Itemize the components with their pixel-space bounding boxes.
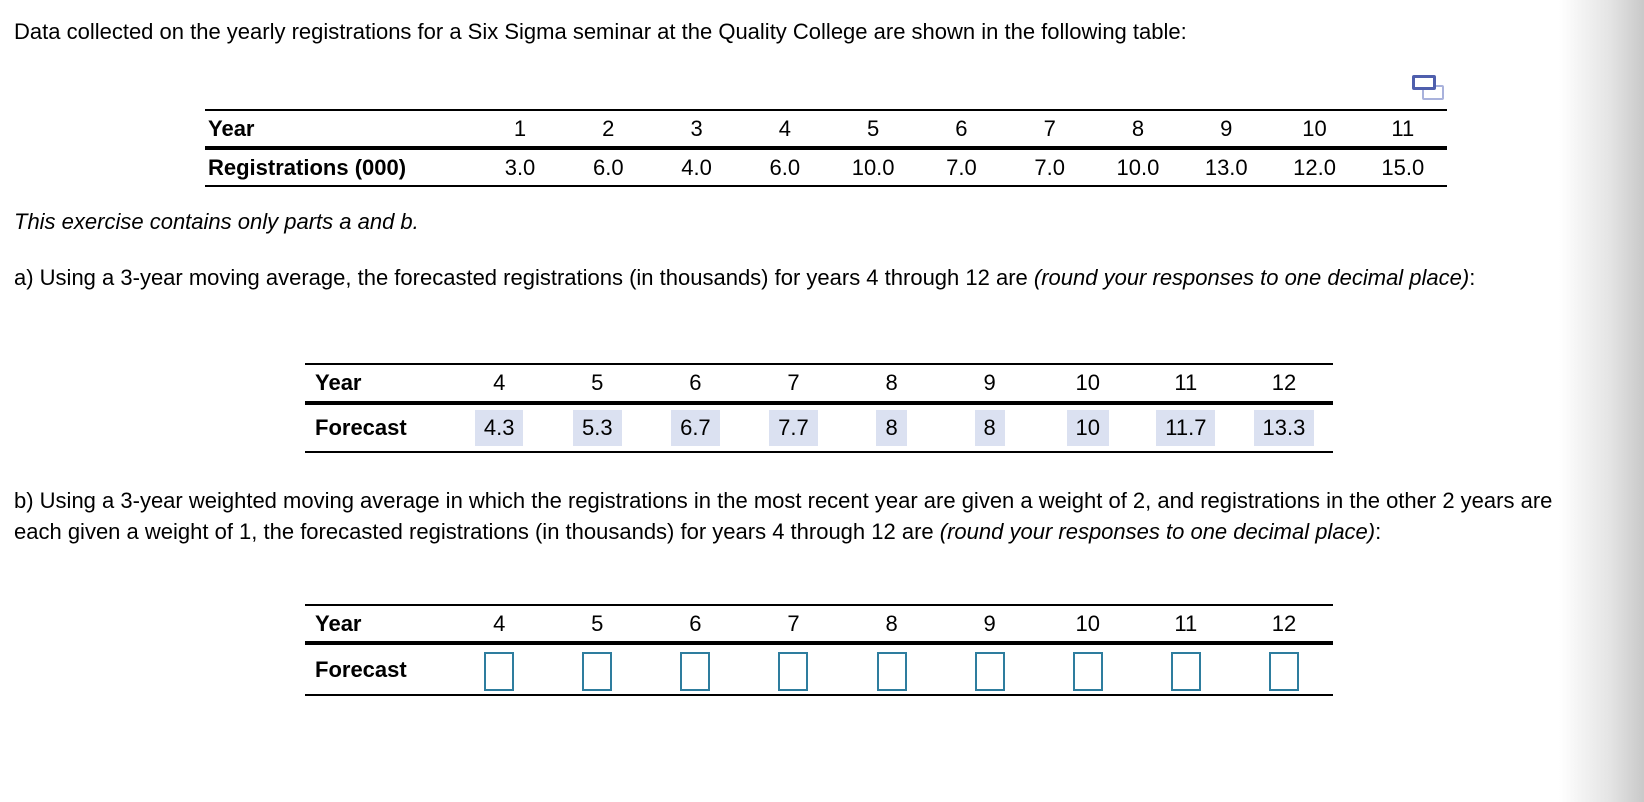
- year-cell: 8: [885, 610, 898, 636]
- forecast-answer-a-year-11[interactable]: 11.7: [1156, 410, 1216, 446]
- part-b-suffix: :: [1375, 519, 1382, 544]
- registration-value-cell: 10.0: [851, 154, 895, 180]
- year-cell: 12: [1271, 610, 1297, 636]
- table-row: Forecast: [305, 643, 1333, 695]
- year-cell: 10: [1075, 610, 1100, 636]
- forecast-table-a: Year 4 5 6 7 8 9 10 11 12 Forecast 4.3 5…: [305, 363, 1333, 453]
- part-a-italic-text: (round your responses to one decimal pla…: [1033, 265, 1470, 290]
- forecast-input-b-year-8[interactable]: [876, 651, 907, 691]
- year-cell: 5: [867, 115, 880, 141]
- forecast-input-b-year-7[interactable]: [778, 651, 809, 691]
- year-cell: 9: [1220, 115, 1233, 141]
- year-cell: 2: [602, 115, 615, 141]
- year-cell: 6: [689, 370, 702, 395]
- year-cell: 4: [493, 610, 506, 636]
- forecast-answer-a-year-12[interactable]: 13.3: [1253, 410, 1315, 446]
- intro-text: Data collected on the yearly registratio…: [14, 19, 1187, 44]
- row-label-year: Year: [315, 370, 362, 395]
- year-cell: 1: [513, 115, 527, 141]
- part-a-suffix: :: [1469, 265, 1476, 290]
- forecast-answer-a-year-6[interactable]: 6.7: [671, 410, 720, 446]
- forecast-answer-a-year-7[interactable]: 7.7: [769, 410, 818, 446]
- row-label-year: Year: [208, 115, 255, 141]
- year-cell: 9: [983, 610, 996, 636]
- forecast-input-b-year-6[interactable]: [680, 651, 711, 691]
- part-b-text: b) Using a 3-year weighted moving averag…: [14, 488, 1553, 544]
- table-row: Registrations (000) 3.0 6.0 4.0 6.0 10.0…: [205, 148, 1447, 186]
- registration-value-cell: 13.0: [1204, 154, 1248, 180]
- table-row: Year 4 5 6 7 8 9 10 11 12: [305, 605, 1333, 643]
- registration-value-cell: 7.0: [1034, 154, 1065, 180]
- year-cell: 6: [689, 610, 702, 636]
- table-row: Year 4 5 6 7 8 9 10 11 12: [305, 364, 1333, 403]
- forecast-input-b-year-9[interactable]: [974, 651, 1005, 691]
- registration-value-cell: 10.0: [1116, 154, 1160, 180]
- row-label-registrations: Registrations (000): [208, 154, 407, 180]
- registration-value-cell: 6.0: [592, 154, 624, 180]
- year-cell: 7: [1043, 115, 1056, 141]
- forecast-input-b-year-4[interactable]: [484, 651, 515, 691]
- forecast-table-b: Year 4 5 6 7 8 9 10 11 12 Forecast: [305, 604, 1333, 696]
- year-cell: 11: [1174, 370, 1198, 395]
- year-cell: 11: [1391, 115, 1415, 141]
- forecast-answer-a-year-10[interactable]: 10: [1066, 410, 1109, 446]
- row-label-year: Year: [315, 610, 362, 636]
- forecast-input-b-year-12[interactable]: [1268, 651, 1299, 691]
- part-b-italic-text: (round your responses to one decimal pla…: [939, 519, 1376, 544]
- year-cell: 6: [955, 115, 968, 141]
- year-cell: 10: [1302, 115, 1327, 141]
- year-cell: 3: [690, 115, 703, 141]
- year-cell: 7: [787, 610, 800, 636]
- forecast-answer-a-year-5[interactable]: 5.3: [572, 410, 622, 446]
- year-cell: 8: [1131, 115, 1145, 141]
- forecast-input-b-year-10[interactable]: [1072, 651, 1103, 691]
- forecast-answer-a-year-4[interactable]: 4.3: [474, 410, 524, 446]
- year-cell: 5: [591, 370, 604, 395]
- year-cell: 4: [778, 115, 791, 141]
- year-cell: 12: [1271, 370, 1297, 395]
- registration-value-cell: 3.0: [504, 154, 536, 180]
- registrations-table: Year 1 2 3 4 5 6 7 8 9 10 11 Registratio…: [205, 109, 1447, 187]
- registration-value-cell: 15.0: [1381, 154, 1425, 180]
- forecast-input-b-year-11[interactable]: [1170, 651, 1201, 691]
- forecast-answer-a-year-9[interactable]: 8: [974, 410, 1005, 446]
- row-label-forecast: Forecast: [315, 656, 407, 682]
- copy-icon-front-rect: [1412, 75, 1436, 90]
- year-cell: 7: [787, 370, 800, 395]
- year-cell: 8: [885, 370, 898, 395]
- page-edge-shadow: [1559, 0, 1644, 802]
- table-row: Forecast 4.3 5.3 6.7 7.7 8 8 10 11.7 13.…: [305, 403, 1333, 452]
- year-cell: 9: [983, 370, 996, 395]
- year-cell: 4: [493, 370, 506, 395]
- registration-value-cell: 7.0: [946, 154, 977, 180]
- registration-value-cell: 6.0: [769, 154, 801, 180]
- row-label-forecast: Forecast: [315, 415, 407, 440]
- table-row: Year 1 2 3 4 5 6 7 8 9 10 11: [205, 110, 1447, 148]
- copy-table-icon[interactable]: [1412, 75, 1447, 106]
- registration-value-cell: 12.0: [1293, 154, 1336, 180]
- year-cell: 5: [591, 610, 604, 636]
- part-a-prompt: a) Using a 3-year moving average, the fo…: [14, 262, 1542, 293]
- forecast-answer-a-year-8[interactable]: 8: [876, 410, 907, 446]
- year-cell: 11: [1174, 610, 1198, 636]
- forecast-input-b-year-5[interactable]: [582, 651, 613, 691]
- registration-value-cell: 4.0: [681, 154, 712, 180]
- part-a-text: a) Using a 3-year moving average, the fo…: [14, 265, 1034, 290]
- part-b-prompt: b) Using a 3-year weighted moving averag…: [14, 485, 1556, 547]
- year-cell: 10: [1075, 370, 1100, 395]
- exercise-note: This exercise contains only parts a and …: [14, 209, 419, 234]
